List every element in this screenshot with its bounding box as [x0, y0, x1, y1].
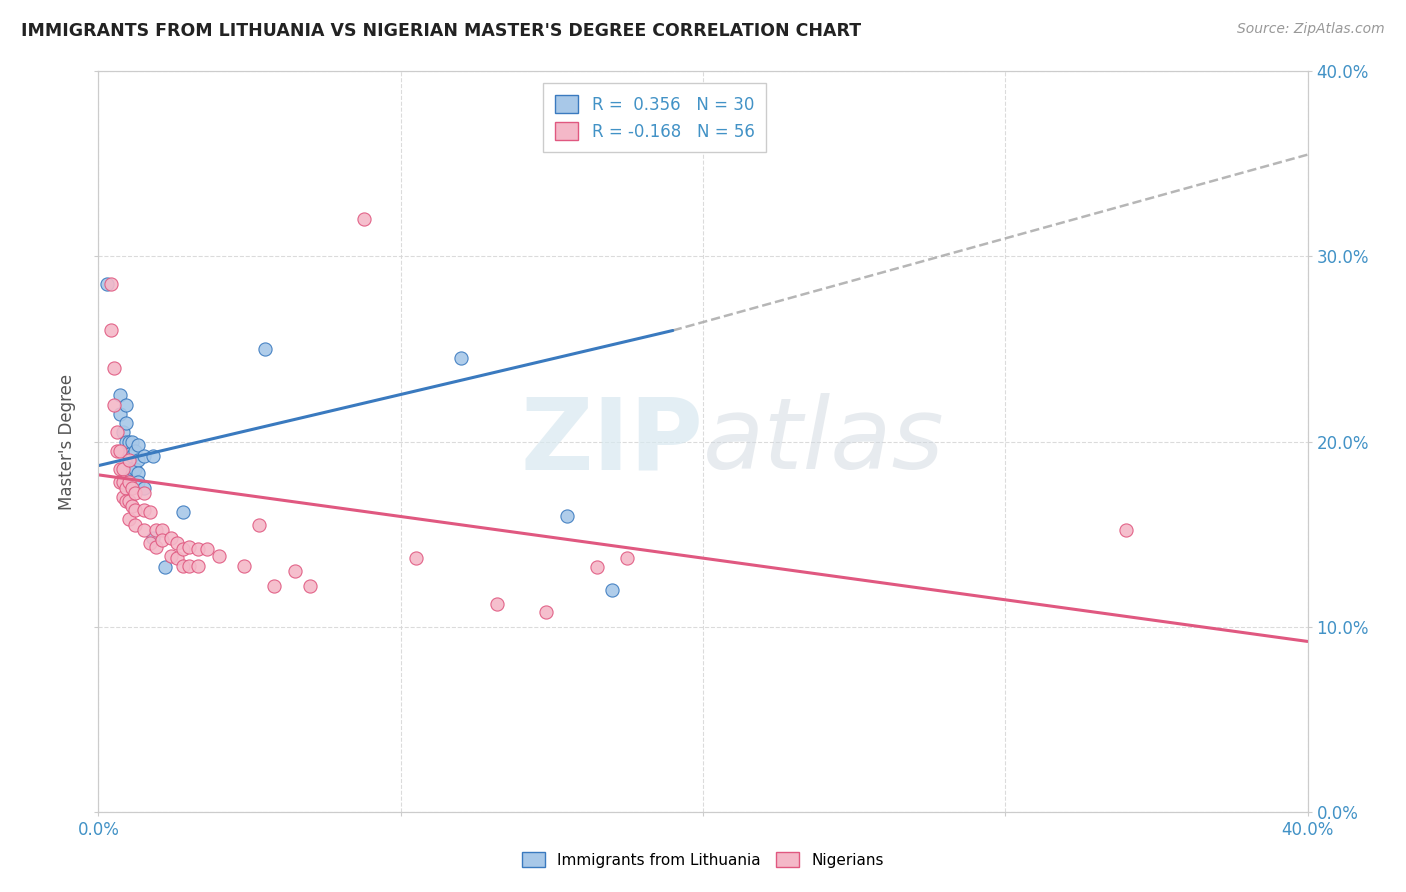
Point — [160, 549, 183, 564]
Point — [1115, 524, 1137, 538]
Point — [153, 560, 176, 574]
Point — [114, 434, 136, 449]
Point — [111, 475, 134, 490]
Point — [172, 505, 194, 519]
Point — [179, 558, 201, 573]
Point — [103, 398, 125, 412]
Point — [166, 536, 188, 550]
Point — [142, 531, 165, 545]
Point — [127, 453, 149, 467]
Point — [118, 512, 141, 526]
Point — [187, 558, 209, 573]
Point — [179, 540, 201, 554]
Point — [121, 481, 143, 495]
Point — [118, 453, 141, 467]
Point — [105, 425, 128, 440]
Legend: R =  0.356   N = 30, R = -0.168   N = 56: R = 0.356 N = 30, R = -0.168 N = 56 — [543, 83, 766, 153]
Point — [121, 462, 143, 476]
Point — [616, 551, 638, 566]
Point — [150, 524, 173, 538]
Legend: Immigrants from Lithuania, Nigerians: Immigrants from Lithuania, Nigerians — [516, 846, 890, 873]
Point — [405, 551, 427, 566]
Point — [103, 360, 125, 375]
Point — [124, 443, 146, 458]
Point — [118, 457, 141, 471]
Point — [108, 475, 131, 490]
Point — [555, 508, 578, 523]
Point — [132, 524, 155, 538]
Point — [195, 541, 218, 556]
Point — [127, 438, 149, 452]
Point — [111, 425, 134, 440]
Point — [602, 582, 624, 597]
Point — [486, 598, 509, 612]
Point — [139, 505, 162, 519]
Point — [145, 540, 167, 554]
Point — [111, 462, 134, 476]
Point — [114, 481, 136, 495]
Point — [124, 503, 146, 517]
Point — [299, 579, 322, 593]
Text: ZIP: ZIP — [520, 393, 703, 490]
Point — [145, 524, 167, 538]
Point — [142, 450, 165, 464]
Point — [108, 388, 131, 402]
Point — [96, 277, 118, 292]
Point — [284, 564, 307, 578]
Point — [118, 475, 141, 490]
Point — [114, 398, 136, 412]
Point — [118, 448, 141, 462]
Point — [247, 517, 270, 532]
Point — [121, 450, 143, 464]
Point — [118, 466, 141, 480]
Point — [124, 486, 146, 500]
Point — [124, 517, 146, 532]
Point — [114, 416, 136, 430]
Point — [139, 536, 162, 550]
Point — [132, 450, 155, 464]
Point — [166, 551, 188, 566]
Text: Source: ZipAtlas.com: Source: ZipAtlas.com — [1237, 22, 1385, 37]
Text: IMMIGRANTS FROM LITHUANIA VS NIGERIAN MASTER'S DEGREE CORRELATION CHART: IMMIGRANTS FROM LITHUANIA VS NIGERIAN MA… — [21, 22, 862, 40]
Point — [353, 212, 375, 227]
Point — [114, 493, 136, 508]
Point — [124, 462, 146, 476]
Text: atlas: atlas — [703, 393, 945, 490]
Point — [105, 443, 128, 458]
Point — [132, 481, 155, 495]
Point — [118, 434, 141, 449]
Point — [253, 342, 276, 356]
Y-axis label: Master's Degree: Master's Degree — [58, 374, 76, 509]
Point — [108, 407, 131, 421]
Point — [127, 466, 149, 480]
Point — [172, 558, 194, 573]
Point — [232, 558, 254, 573]
Point — [121, 434, 143, 449]
Point — [111, 490, 134, 504]
Point — [208, 549, 231, 564]
Point — [132, 503, 155, 517]
Point — [132, 486, 155, 500]
Point — [108, 462, 131, 476]
Point — [150, 533, 173, 547]
Point — [160, 531, 183, 545]
Point — [100, 277, 122, 292]
Point — [100, 324, 122, 338]
Point — [187, 541, 209, 556]
Point — [263, 579, 285, 593]
Point — [108, 443, 131, 458]
Point — [534, 605, 557, 619]
Point — [586, 560, 609, 574]
Point — [127, 475, 149, 490]
Point — [121, 500, 143, 514]
Point — [118, 493, 141, 508]
Point — [172, 541, 194, 556]
Point — [450, 351, 472, 366]
